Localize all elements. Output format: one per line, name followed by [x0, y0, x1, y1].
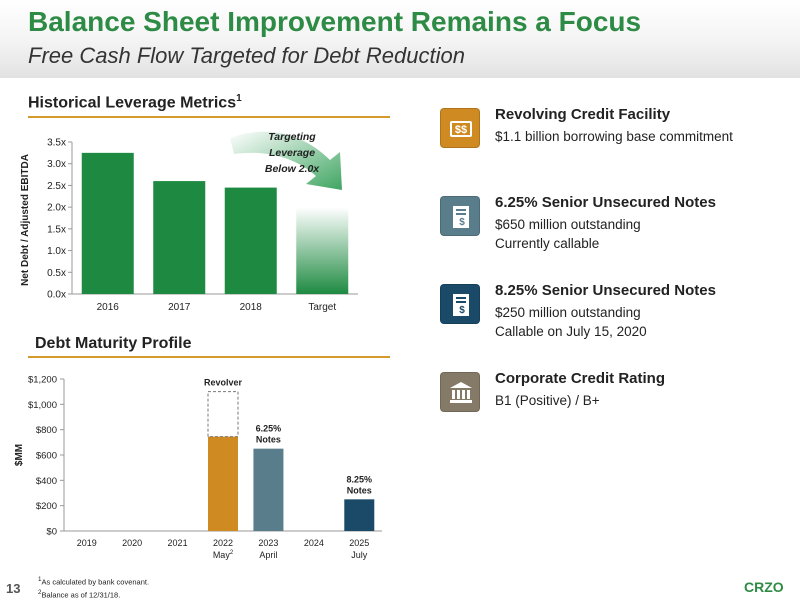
- leverage-heading: Historical Leverage Metrics1: [28, 93, 242, 112]
- page-number: 13: [6, 581, 21, 596]
- y-tick-label: 3.0x: [47, 159, 66, 170]
- info-line: $1.1 billion borrowing base commitment: [495, 129, 733, 144]
- bar-2022: [208, 436, 238, 531]
- x-tick-label: 2023: [258, 538, 278, 548]
- target-arrow: [230, 131, 342, 190]
- info-line: $650 million outstanding: [495, 217, 641, 232]
- bar-2025: [344, 499, 375, 531]
- footnote-1: 1As calculated by bank covenant.: [38, 576, 150, 587]
- y-tick-label: $0: [46, 527, 57, 538]
- info-line: Currently callable: [495, 236, 600, 251]
- page-subtitle: Free Cash Flow Targeted for Debt Reducti…: [28, 43, 465, 68]
- y-tick-label: 1.5x: [47, 224, 66, 235]
- y-tick-label: 2.0x: [47, 203, 66, 214]
- page-title: Balance Sheet Improvement Remains a Focu…: [28, 6, 642, 37]
- dollar-bills-icon: $$: [440, 108, 480, 148]
- bar-target: [296, 207, 349, 294]
- brand-logo: CRZO: [744, 579, 784, 595]
- x-tick-label: 2018: [240, 302, 263, 313]
- slide-header: Balance Sheet Improvement Remains a Focu…: [0, 0, 800, 78]
- leverage-chart: 0.0x 0.5x 1.0x 1.5x 2.0x 2.5x 3.0x 3.5x 2016 2017…: [20, 131, 358, 313]
- maturity-heading: Debt Maturity Profile: [35, 335, 192, 352]
- info-line: Callable on July 15, 2020: [495, 324, 647, 339]
- svg-text:$: $: [459, 305, 465, 316]
- info-title: 6.25% Senior Unsecured Notes: [495, 194, 716, 211]
- leverage-annotation-2: Leverage: [269, 147, 315, 159]
- leverage-heading-sup: 1: [236, 93, 242, 104]
- x-tick-label: Target: [308, 302, 336, 313]
- y-tick-label: $800: [36, 425, 57, 436]
- maturity-rule: [28, 356, 390, 358]
- x-tick-label: 2022: [213, 538, 233, 548]
- svg-text:$$: $$: [455, 124, 467, 136]
- bar-2016: [81, 152, 134, 294]
- info-title: Corporate Credit Rating: [495, 370, 666, 387]
- leverage-annotation-3: Below 2.0x: [265, 163, 320, 175]
- x-sub-label: April: [259, 550, 277, 560]
- document-dollar-icon: $: [440, 196, 480, 236]
- bar-label: 6.25%: [256, 424, 282, 434]
- bank-building-icon: [440, 372, 480, 412]
- y-tick-label: 0.0x: [47, 290, 66, 301]
- document-dollar-icon: $: [440, 284, 480, 324]
- y-tick-label: $1,200: [28, 375, 57, 386]
- y-tick-label: $600: [36, 451, 57, 462]
- leverage-ylabel: Net Debt / Adjusted EBITDA: [20, 154, 31, 286]
- x-tick-label: 2020: [122, 538, 142, 548]
- bar-2018: [224, 187, 277, 294]
- x-tick-label: 2025: [349, 538, 369, 548]
- x-tick-label: 2021: [168, 538, 188, 548]
- bar-2023: [253, 448, 284, 531]
- info-line: $250 million outstanding: [495, 305, 641, 320]
- y-tick-label: 0.5x: [47, 268, 66, 279]
- y-tick-label: 3.5x: [47, 138, 66, 149]
- bar-label: Notes: [256, 435, 281, 445]
- footnote-2: 2Balance as of 12/31/18.: [38, 588, 121, 600]
- x-tick-label: 2017: [168, 302, 191, 313]
- x-sub-label: July: [351, 550, 368, 560]
- x-tick-label: 2019: [77, 538, 97, 548]
- bar-2022-undrawn: [207, 391, 239, 438]
- x-tick-label: 2024: [304, 538, 324, 548]
- footnotes: 1As calculated by bank covenant. 2Balanc…: [38, 575, 149, 600]
- y-tick-label: 1.0x: [47, 246, 66, 257]
- y-tick-label: $1,000: [28, 400, 57, 411]
- info-title: 8.25% Senior Unsecured Notes: [495, 282, 716, 299]
- bar-label: Revolver: [204, 378, 243, 388]
- leverage-heading-text: Historical Leverage Metrics: [28, 94, 237, 112]
- maturity-ylabel: $MM: [14, 444, 25, 466]
- info-title: Revolving Credit Facility: [495, 106, 671, 123]
- maturity-chart: $0 $200 $400 $600 $800 $1,000 $1,200 2019 2020 20…: [14, 375, 382, 560]
- x-tick-label: 2016: [97, 302, 120, 313]
- bar-label: Notes: [347, 485, 372, 495]
- leverage-rule: [28, 116, 390, 118]
- leverage-annotation-1: Targeting: [268, 131, 316, 143]
- info-line: B1 (Positive) / B+: [495, 393, 600, 408]
- y-tick-label: $400: [36, 476, 57, 487]
- y-tick-label: $200: [36, 501, 57, 512]
- y-tick-label: 2.5x: [47, 181, 66, 192]
- svg-text:$: $: [459, 217, 465, 228]
- bar-label: 8.25%: [347, 474, 373, 484]
- bar-2017: [153, 181, 206, 294]
- x-sub-label: May2: [213, 550, 234, 560]
